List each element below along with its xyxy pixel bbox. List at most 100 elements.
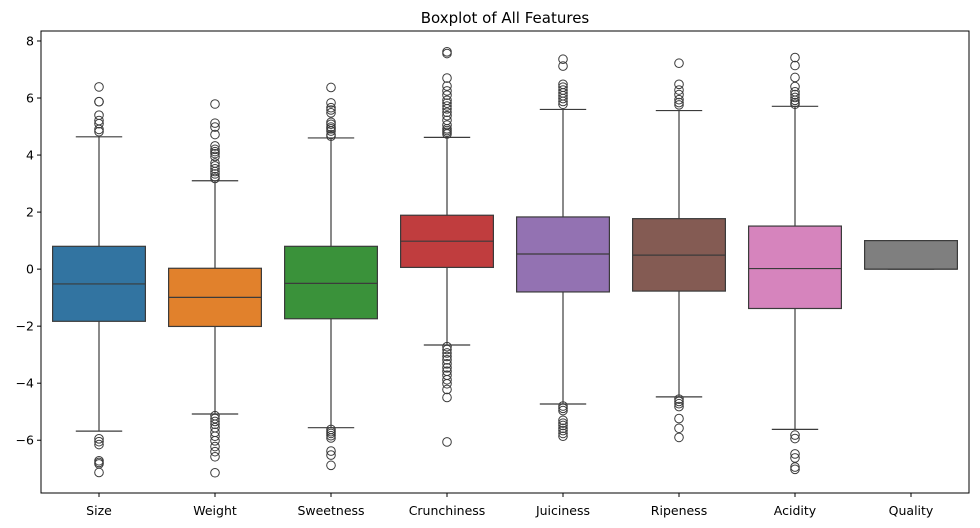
acidity-outlier-point	[790, 52, 800, 63]
crunchiness-outlier-point	[442, 344, 452, 355]
size-outlier-point	[94, 96, 104, 107]
sweetness-outlier-point	[326, 124, 336, 134]
acidity-outlier-point	[790, 433, 800, 444]
crunchiness-outlier-point	[442, 104, 452, 114]
crunchiness-outlier-point	[442, 359, 452, 369]
acidity-outlier-point	[790, 60, 800, 71]
crunchiness-outlier-point	[442, 378, 452, 389]
crunchiness-outlier-point	[442, 384, 452, 395]
weight-outlier-point	[210, 144, 220, 155]
sweetness-outlier-point	[326, 108, 336, 118]
acidity-outlier-point	[790, 92, 800, 103]
weight-outlier-point	[210, 413, 220, 424]
acidity-outlier-point	[790, 95, 800, 106]
ripeness-outlier-point	[674, 58, 684, 69]
crunchiness-outlier-point	[442, 107, 452, 118]
juiciness-outlier-point	[558, 96, 568, 107]
size-outlier-point	[94, 467, 104, 478]
weight-outlier-point	[210, 148, 220, 159]
ripeness-outlier-point	[674, 100, 684, 110]
juiciness-outlier-point	[558, 428, 568, 439]
acidity-box	[747, 225, 842, 310]
weight-outlier-point	[210, 161, 220, 171]
crunchiness-outlier-point	[442, 98, 452, 108]
crunchiness-outlier-point	[442, 90, 452, 100]
weight-outlier-point	[210, 122, 220, 132]
weight-outlier-point	[210, 166, 220, 177]
weight-outlier-point	[210, 173, 220, 184]
juiciness-outlier-point	[558, 61, 568, 71]
crunchiness-outlier-point	[442, 86, 452, 96]
x-tick-label-size: Size	[86, 503, 112, 518]
sweetness-outlier-point	[326, 126, 336, 136]
weight-outlier-point	[210, 419, 220, 430]
juiciness-outlier-point	[558, 93, 568, 104]
juiciness-outlier-point	[558, 418, 568, 428]
juiciness-outlier-point	[558, 423, 568, 434]
x-tick-label-ripeness: Ripeness	[651, 503, 707, 518]
weight-outlier-point	[210, 151, 220, 162]
crunchiness-outlier-point	[442, 110, 452, 121]
crunchiness-outlier-point	[442, 355, 452, 365]
weight-outlier-point	[210, 169, 220, 179]
x-tick-label-juiciness: Juiciness	[535, 503, 590, 518]
ripeness-outlier-point	[674, 423, 684, 434]
y-tick-label: 0	[26, 262, 34, 277]
crunchiness-outlier-point	[442, 351, 452, 362]
y-tick-label: −6	[16, 433, 34, 448]
sweetness-outlier-point	[326, 119, 336, 130]
x-tick-label-sweetness: Sweetness	[297, 503, 364, 518]
sweetness-outlier-point	[326, 98, 336, 108]
weight-outlier-point	[210, 441, 220, 452]
y-tick-label: 6	[26, 91, 34, 106]
acidity-outlier-point	[790, 462, 800, 472]
sweetness-outlier-point	[326, 450, 336, 460]
sweetness-outlier-point	[326, 460, 336, 471]
sweetness-outlier-point	[326, 446, 336, 456]
quality-box	[863, 240, 958, 270]
acidity-outlier-point	[790, 449, 800, 459]
weight-outlier-point	[210, 118, 220, 128]
weight-outlier-point	[210, 436, 220, 446]
acidity-outlier-point	[790, 99, 800, 110]
weight-outlier-point	[210, 446, 220, 457]
y-tick-label: 4	[26, 148, 34, 163]
ripeness-outlier-point	[674, 398, 684, 409]
crunchiness-outlier-point	[442, 341, 452, 352]
y-tick-label: 8	[26, 33, 34, 48]
y-tick-label: −2	[16, 319, 34, 334]
juiciness-outlier-point	[558, 99, 568, 110]
weight-outlier-point	[210, 141, 220, 151]
x-tick-label-quality: Quality	[889, 503, 934, 518]
juiciness-outlier-point	[558, 420, 568, 431]
ripeness-outlier-point	[674, 413, 684, 424]
juiciness-outlier-point	[558, 431, 568, 442]
weight-outlier-point	[210, 129, 220, 140]
juiciness-outlier-point	[558, 405, 568, 416]
sweetness-outlier-point	[326, 433, 336, 443]
crunchiness-outlier-point	[442, 374, 452, 385]
weight-outlier-point	[210, 99, 220, 109]
crunchiness-outlier-point	[442, 73, 452, 83]
acidity-outlier-point	[790, 430, 800, 440]
crunchiness-outlier-point	[442, 81, 452, 91]
plot-frame	[40, 30, 970, 494]
size-outlier-point	[94, 439, 104, 450]
acidity-outlier-point	[790, 72, 800, 83]
ripeness-outlier-point	[674, 396, 684, 407]
weight-outlier-point	[210, 163, 220, 174]
ripeness-outlier-point	[674, 89, 684, 100]
ripeness-outlier-point	[674, 432, 684, 443]
crunchiness-outlier-point	[442, 129, 452, 139]
size-outlier-point	[94, 126, 104, 137]
weight-outlier-point	[210, 451, 220, 462]
ripeness-outlier-point	[674, 79, 684, 90]
ripeness-outlier-point	[674, 401, 684, 412]
size-outlier-point	[94, 436, 104, 447]
juiciness-outlier-point	[558, 425, 568, 436]
weight-outlier-point	[210, 431, 220, 442]
x-tick-label-crunchiness: Crunchiness	[409, 503, 486, 518]
x-tick-label-weight: Weight	[193, 503, 237, 518]
ripeness-outlier-point	[674, 94, 684, 105]
weight-outlier-point	[210, 467, 220, 478]
